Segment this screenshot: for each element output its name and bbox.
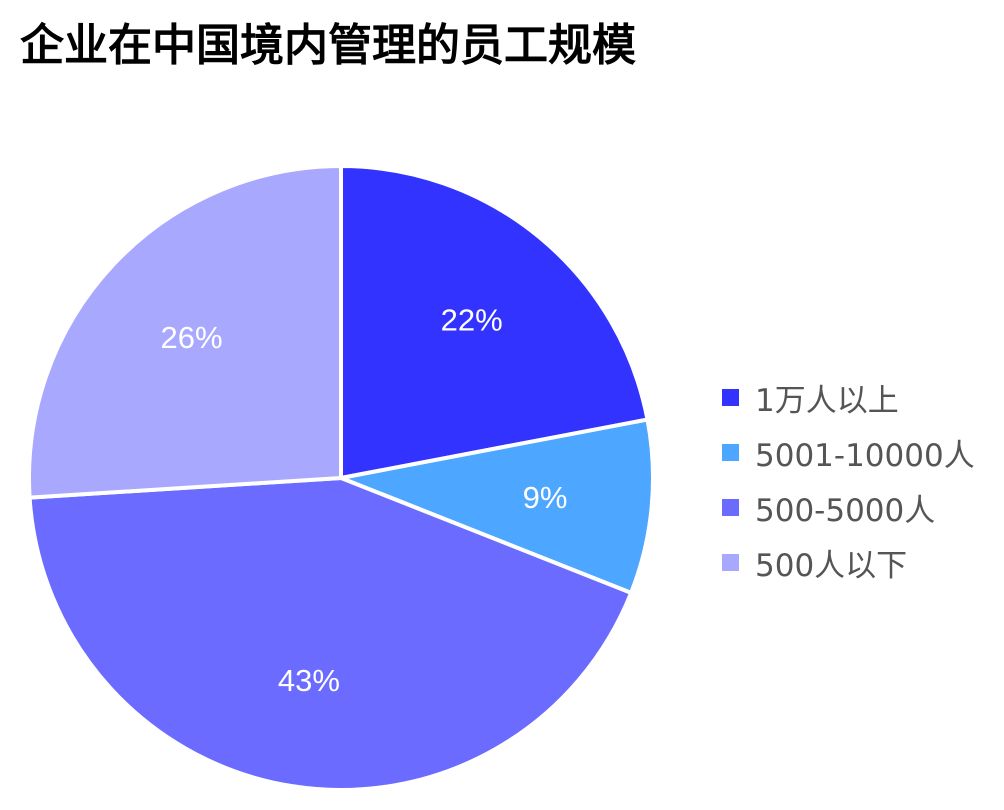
legend-label: 500人以下 bbox=[755, 548, 908, 584]
legend-item-1[interactable]: 1万人以上 bbox=[722, 370, 975, 425]
slice-value-label-2: 9% bbox=[523, 480, 568, 515]
legend-swatch bbox=[722, 499, 739, 516]
pie-slice-4[interactable] bbox=[27, 164, 343, 500]
slice-value-label-3: 43% bbox=[278, 663, 340, 698]
pie-slices bbox=[27, 164, 655, 792]
legend-label: 5001-10000人 bbox=[755, 438, 975, 474]
pie-slice-2[interactable] bbox=[339, 417, 655, 595]
chart-title: 企业在中国境内管理的员工规模 bbox=[20, 20, 636, 71]
chart-legend: 1万人以上 5001-10000人 500-5000人 500人以下 bbox=[722, 370, 975, 590]
pie-slice-3[interactable] bbox=[27, 476, 634, 792]
legend-item-2[interactable]: 5001-10000人 bbox=[722, 425, 975, 480]
legend-label: 500-5000人 bbox=[755, 493, 936, 529]
legend-swatch bbox=[722, 389, 739, 406]
slice-value-label-1: 22% bbox=[441, 303, 503, 338]
slice-value-label-4: 26% bbox=[161, 320, 223, 355]
pie-labels: 22% 9% 43% 26% bbox=[161, 303, 568, 698]
pie-slice-1[interactable] bbox=[339, 164, 650, 480]
legend-swatch bbox=[722, 554, 739, 571]
legend-swatch bbox=[722, 444, 739, 461]
legend-label: 1万人以上 bbox=[755, 383, 899, 419]
legend-item-4[interactable]: 500人以下 bbox=[722, 535, 975, 590]
legend-item-3[interactable]: 500-5000人 bbox=[722, 480, 975, 535]
